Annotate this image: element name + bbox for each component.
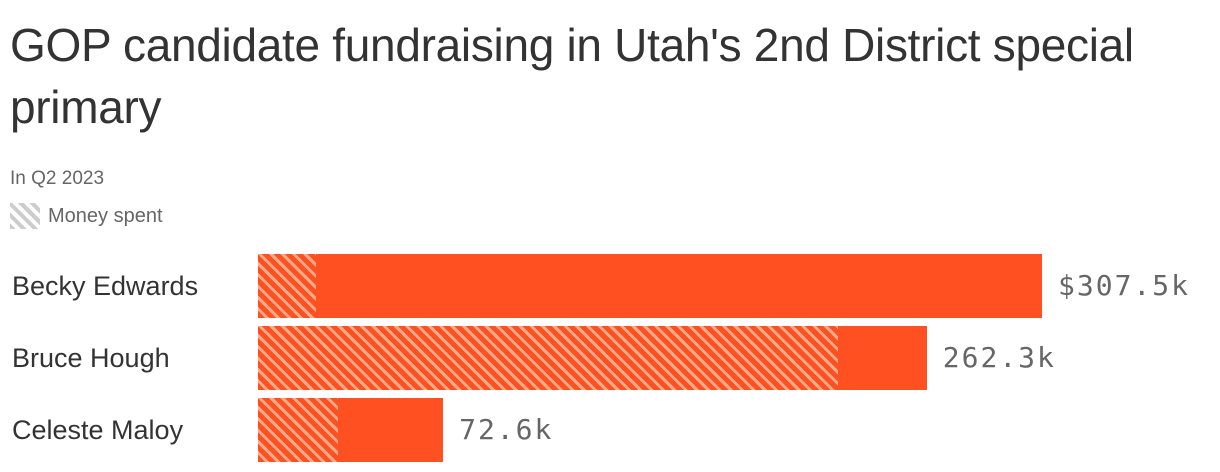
bar-raised xyxy=(258,398,444,462)
bar-row: Celeste Maloy 72.6k xyxy=(0,398,1220,462)
bar-spent xyxy=(258,254,317,318)
bar-spent xyxy=(258,398,339,462)
value-label: 72.6k xyxy=(459,413,554,446)
row-label: Celeste Maloy xyxy=(12,415,184,445)
bar-spent xyxy=(258,326,839,390)
chart-subtitle: In Q2 2023 xyxy=(10,168,105,189)
row-label: Becky Edwards xyxy=(12,271,199,301)
value-label: $307.5k xyxy=(1058,269,1191,302)
row-label: Bruce Hough xyxy=(12,343,170,373)
legend-label: Money spent xyxy=(48,204,163,227)
bar-row: Becky Edwards $307.5k xyxy=(0,254,1220,318)
hatch-pattern-icon xyxy=(10,203,40,229)
value-label: 262.3k xyxy=(942,341,1056,374)
chart-title: GOP candidate fundraising in Utah's 2nd … xyxy=(10,19,1134,133)
bar-raised xyxy=(258,326,927,390)
bar-row: Bruce Hough 262.3k xyxy=(0,326,1220,390)
bar-raised xyxy=(258,254,1042,318)
legend: Money spent xyxy=(10,203,163,229)
